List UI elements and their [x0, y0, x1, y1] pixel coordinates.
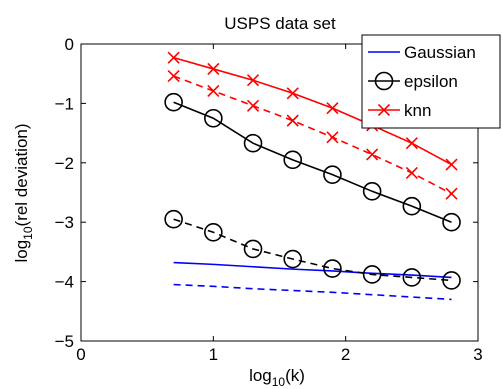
series-5-x-marker-stroke: [326, 102, 339, 115]
legend-swatch-circle-marker: [374, 71, 394, 91]
series-1: [173, 261, 452, 279]
y-tick-label: −3: [55, 213, 74, 232]
series-6-x-marker-stroke: [246, 99, 260, 112]
chart-title: USPS data set: [224, 14, 336, 33]
series-5-x-marker: [246, 74, 260, 87]
series-6-x-marker: [405, 166, 418, 179]
legend-item-knn: knn: [368, 101, 431, 120]
series-3-circle-marker: [204, 108, 223, 128]
series-2: [173, 283, 452, 301]
series-5-line: [173, 56, 452, 166]
series-5-x-marker-stroke: [286, 87, 299, 100]
x-tick-label: 2: [341, 345, 350, 364]
series-3-circle-marker: [323, 165, 342, 184]
series-5-x-marker: [207, 62, 220, 76]
series-3: [164, 92, 461, 232]
series-4-circle-marker: [283, 249, 303, 269]
series-4-circle-marker: [243, 239, 263, 259]
y-axis-label-base: log: [12, 240, 31, 263]
legend-item-Gaussian: Gaussian: [368, 43, 476, 62]
series-5-x-marker-stroke: [405, 137, 418, 150]
series-5-x-marker: [445, 158, 458, 171]
series-4-circle-marker: [164, 209, 183, 229]
y-tick-label: −5: [55, 332, 74, 351]
series-4-circle-marker: [442, 271, 461, 290]
series-5-x-marker-stroke: [207, 62, 220, 76]
series-6-x-marker: [207, 84, 220, 97]
axes: 0 1 2 3 −5 −4 −3 −2 −1 0: [55, 35, 483, 364]
y-tick-label: −2: [55, 154, 74, 173]
x-axis-label-base: log: [249, 366, 272, 385]
plot-frame: [80, 43, 479, 342]
legend-item-epsilon: epsilon: [368, 71, 458, 91]
series-4-circle-marker: [362, 265, 382, 284]
series-3-circle-marker: [243, 133, 263, 153]
series-5-x-marker: [326, 102, 339, 115]
y-axis-label-sub: 10: [21, 226, 35, 240]
series-6-x-marker-stroke: [366, 148, 379, 161]
series-6-x-marker: [167, 70, 180, 83]
legend-label: Gaussian: [404, 43, 476, 62]
series-1-line: [173, 261, 452, 279]
series-6-x-marker: [366, 148, 379, 161]
series-6-x-marker: [286, 114, 299, 127]
series-3-circle-marker: [402, 196, 422, 216]
series-2-line: [173, 283, 452, 301]
series-5-x-marker: [405, 137, 418, 150]
series-6: [167, 70, 458, 200]
series-4: [164, 209, 461, 290]
series-3-circle-marker: [164, 92, 183, 112]
series-4-line: [173, 218, 452, 282]
series-6-x-marker: [445, 187, 458, 200]
x-tick-label: 3: [473, 345, 482, 364]
legend-label: epsilon: [404, 72, 458, 91]
series-5-x-marker-stroke: [445, 158, 458, 171]
y-axis-label: log10(rel deviation): [12, 123, 35, 262]
series-5-x-marker-stroke: [167, 51, 180, 64]
series-6-x-marker: [326, 131, 339, 144]
legend-label: knn: [404, 101, 431, 120]
series-3-circle-marker: [442, 212, 461, 232]
legend-swatch-x-marker: [377, 103, 391, 117]
y-tick-label: 0: [65, 35, 74, 54]
series-5-x-marker: [286, 87, 299, 100]
series-6-line: [173, 75, 452, 195]
series-4-circle-marker: [402, 268, 422, 287]
x-tick-label: 1: [209, 345, 218, 364]
y-tick-label: −1: [55, 94, 74, 113]
x-axis-label-tail: (k): [285, 366, 305, 385]
series-6-x-marker-stroke: [286, 114, 299, 127]
series-6-x-marker-stroke: [326, 131, 339, 144]
svg-text:log10(rel deviation): log10(rel deviation): [12, 123, 35, 262]
series-6-x-marker-stroke: [207, 84, 220, 97]
series-6-x-marker: [246, 99, 260, 112]
y-tick-label: −4: [55, 273, 74, 292]
series-5-x-marker-stroke: [246, 74, 260, 87]
y-axis-label-tail: (rel deviation): [12, 123, 31, 226]
x-axis-label-sub: 10: [272, 375, 286, 389]
series-3-circle-marker: [283, 150, 303, 170]
series-5-x-marker: [167, 51, 180, 64]
legend-swatch-x-marker-stroke: [377, 103, 391, 117]
x-tick-label: 0: [76, 345, 85, 364]
series-6-x-marker-stroke: [167, 70, 180, 83]
legend: Gaussian epsilon knn: [361, 34, 501, 129]
x-axis-label: log10(k): [249, 366, 305, 389]
series-3-circle-marker: [362, 182, 382, 201]
series-4-circle-marker: [204, 222, 223, 242]
series-4-circle-marker: [323, 259, 342, 278]
series-6-x-marker-stroke: [445, 187, 458, 200]
svg-text:log10(k): log10(k): [249, 366, 305, 389]
series-6-x-marker-stroke: [405, 166, 418, 179]
